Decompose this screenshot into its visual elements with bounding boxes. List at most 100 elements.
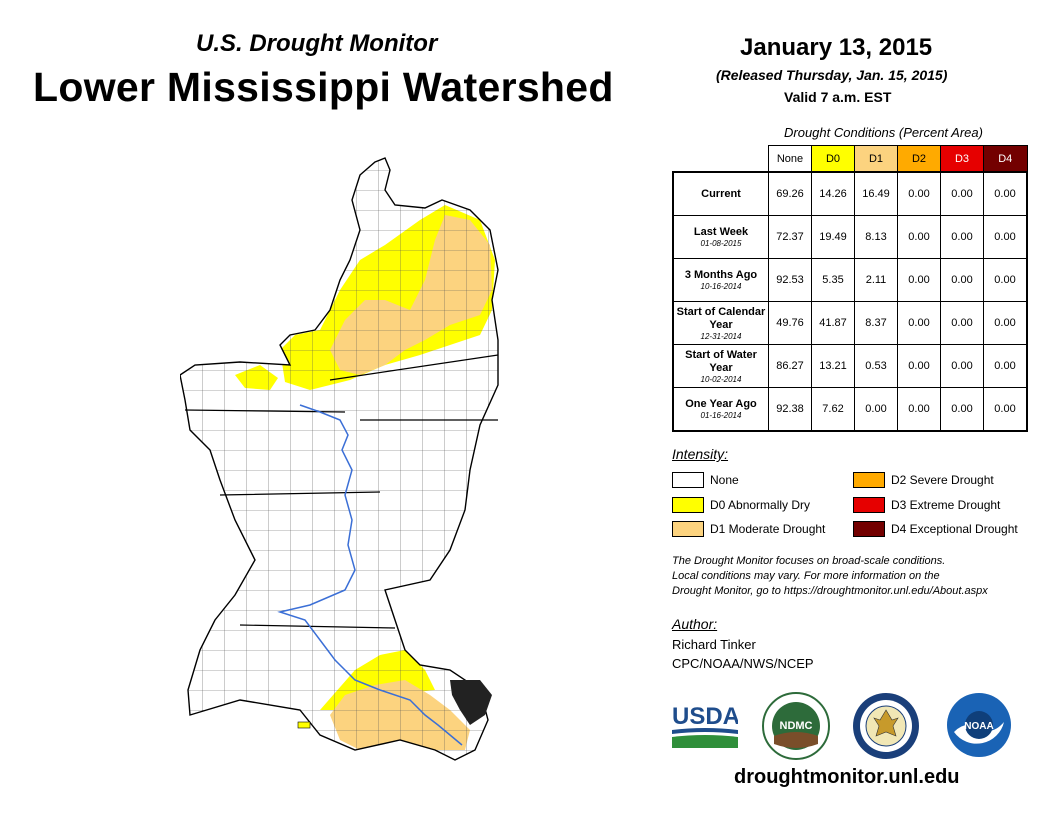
usda-logo: USDA [672, 703, 738, 748]
legend-item-d0: D0 Abnormally Dry [672, 497, 810, 513]
table-cell: 0.53 [854, 344, 898, 388]
legend-swatch-none [672, 472, 704, 488]
legend-item-none: None [672, 472, 739, 488]
table-row: Start of Calendar Year 12-31-2014 49.76 41.… [672, 301, 1028, 345]
doc-seal-logo [853, 693, 919, 759]
table-cell: 0.00 [983, 215, 1028, 259]
row-label-main: 3 Months Ago [684, 269, 758, 281]
map-title: Lower Mississippi Watershed [33, 64, 614, 110]
legend-swatch-d4 [853, 521, 885, 537]
table-cell: 0.00 [983, 387, 1028, 432]
col-header-d4: D4 [983, 145, 1028, 173]
legend-swatch-d3 [853, 497, 885, 513]
table-cell: 0.00 [983, 258, 1028, 302]
usda-logo-text: USDA [672, 703, 738, 730]
table-cell: 8.13 [854, 215, 898, 259]
legend-label-d3: D3 Extreme Drought [891, 498, 1001, 512]
legend-label-d0: D0 Abnormally Dry [710, 498, 811, 512]
release-date: (Released Thursday, Jan. 15, 2015) [716, 67, 948, 83]
island-d0 [297, 721, 311, 729]
table-caption: Drought Conditions (Percent Area) [784, 125, 983, 140]
row-label: Start of Water Year 10-02-2014 [672, 344, 769, 388]
table-cell: 0.00 [940, 344, 984, 388]
table-cell: 0.00 [940, 301, 984, 345]
row-label-main: Current [701, 187, 741, 200]
footnote-line-2: Local conditions may vary. For more info… [672, 570, 940, 582]
table-cell: 0.00 [897, 215, 941, 259]
table-cell: 16.49 [854, 171, 898, 216]
legend-item-d2: D2 Severe Drought [853, 472, 994, 488]
map-subtitle: U.S. Drought Monitor [196, 30, 438, 57]
table-cell: 0.00 [940, 171, 984, 216]
drought-map [180, 157, 499, 761]
table-cell: 0.00 [897, 171, 941, 216]
table-cell: 0.00 [983, 301, 1028, 345]
coastal-marsh [450, 680, 492, 725]
table-cell: 0.00 [983, 344, 1028, 388]
table-row: Start of Water Year 10-02-2014 86.27 13.21 0… [672, 344, 1028, 388]
legend-item-d3: D3 Extreme Drought [853, 497, 1000, 513]
row-label-main: One Year Ago [685, 398, 757, 410]
table-cell: 0.00 [940, 215, 984, 259]
row-label-main: Start of Water Year [685, 348, 757, 374]
footnote-line-1: The Drought Monitor focuses on broad-sca… [672, 555, 946, 567]
mississippi-river [277, 404, 463, 746]
col-header-none: None [768, 145, 812, 173]
row-label-date: 10-16-2014 [700, 282, 742, 291]
table-cell: 19.49 [811, 215, 855, 259]
table-row: 3 Months Ago 10-16-2014 92.53 5.35 2.11 0.00 0… [672, 258, 1028, 302]
table-cell: 0.00 [897, 344, 941, 388]
table-cell: 0.00 [897, 301, 941, 345]
legend-label-d4: D4 Exceptional Drought [891, 522, 1018, 536]
table-cell: 92.53 [768, 258, 812, 302]
table-cell: 92.38 [768, 387, 812, 432]
row-label: One Year Ago 01-16-2014 [672, 387, 769, 432]
table-row: One Year Ago 01-16-2014 92.38 7.62 0.00 0.00 0… [672, 387, 1028, 432]
legend-item-d4: D4 Exceptional Drought [853, 521, 1018, 537]
row-label: Start of Calendar Year 12-31-2014 [672, 301, 769, 345]
table-cell: 69.26 [768, 171, 812, 216]
legend-label-d1: D1 Moderate Drought [710, 522, 826, 536]
table-cell: 0.00 [897, 387, 941, 432]
table-cell: 5.35 [811, 258, 855, 302]
row-label: Last Week 01-08-2015 [672, 215, 769, 259]
drought-conditions-table: None D0 D1 D2 D3 D4 Current 69.26 14.26 16.… [672, 145, 1028, 432]
table-cell: 0.00 [940, 258, 984, 302]
row-label-date: 12-31-2014 [700, 331, 742, 341]
ndmc-logo-text: NDMC [780, 720, 813, 732]
row-label: Current [672, 171, 769, 216]
author-org: CPC/NOAA/NWS/NCEP [672, 656, 814, 671]
col-header-d3: D3 [940, 145, 984, 173]
table-cell: 41.87 [811, 301, 855, 345]
col-header-d0: D0 [811, 145, 855, 173]
footnote-line-3: Drought Monitor, go to https://droughtmo… [672, 585, 988, 597]
table-cell: 0.00 [940, 387, 984, 432]
footnote: The Drought Monitor focuses on broad-sca… [672, 554, 1052, 599]
noaa-logo: NOAA [947, 693, 1011, 757]
table-cell: 0.00 [854, 387, 898, 432]
table-cell: 8.37 [854, 301, 898, 345]
table-cell: 2.11 [854, 258, 898, 302]
legend-item-d1: D1 Moderate Drought [672, 521, 825, 537]
ndmc-logo: NDMC [762, 692, 830, 760]
table-cell: 0.00 [897, 258, 941, 302]
legend-label-none: None [710, 473, 739, 487]
table-cell: 49.76 [768, 301, 812, 345]
noaa-logo-text: NOAA [964, 721, 993, 732]
table-cell: 0.00 [983, 171, 1028, 216]
table-cell: 86.27 [768, 344, 812, 388]
legend-label-d2: D2 Severe Drought [891, 473, 994, 487]
row-label-main: Last Week [693, 226, 749, 238]
map-date: January 13, 2015 [740, 34, 933, 61]
row-label-main: Start of Calendar Year [676, 305, 766, 331]
table-cell: 14.26 [811, 171, 855, 216]
col-header-d1: D1 [854, 145, 898, 173]
table-row: Current 69.26 14.26 16.49 0.00 0.00 0.00 [672, 171, 1028, 216]
legend-swatch-d1 [672, 521, 704, 537]
row-label: 3 Months Ago 10-16-2014 [672, 258, 769, 302]
legend-swatch-d0 [672, 497, 704, 513]
col-header-d2: D2 [897, 145, 941, 173]
row-label-date: 01-16-2014 [700, 411, 742, 420]
website-link[interactable]: droughtmonitor.unl.edu [734, 766, 960, 788]
table-row: Last Week 01-08-2015 72.37 19.49 8.13 0.00 0.0… [672, 215, 1028, 259]
